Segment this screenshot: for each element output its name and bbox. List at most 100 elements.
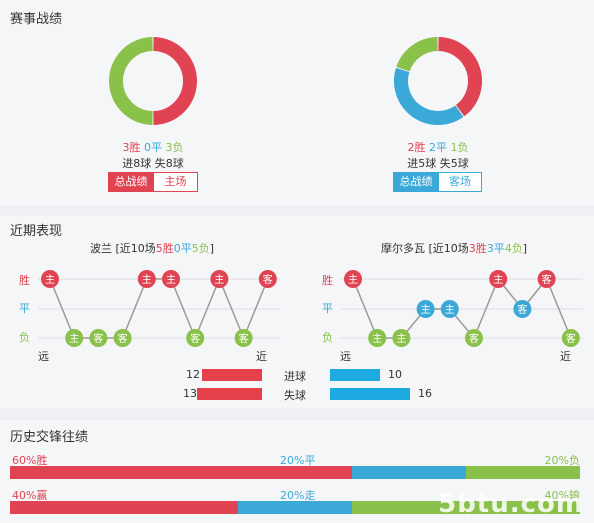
away-row-label-draw: 平 <box>322 302 333 315</box>
history-handicap-loss-pct: 40%输 <box>544 489 580 502</box>
away-match-venue: 客 <box>517 303 527 316</box>
history-handicap-push-segment <box>238 501 352 514</box>
home-match-venue: 客 <box>190 332 200 345</box>
home-venue-button[interactable]: 主场 <box>153 172 198 192</box>
home-form-line <box>49 277 269 340</box>
away-conceded-value: 16 <box>418 387 432 400</box>
home-match-venue: 客 <box>239 332 249 345</box>
home-recent-title: 波兰 [近10场5胜0平5负] <box>90 240 214 256</box>
away-match-point[interactable] <box>440 300 459 318</box>
away-total-record-button[interactable]: 总战绩 <box>393 172 439 192</box>
away-match-venue: 主 <box>396 333 406 345</box>
home-near-label: 近 <box>256 350 267 363</box>
home-match-point[interactable] <box>137 270 156 288</box>
away-near-label: 近 <box>560 350 571 363</box>
home-far-label: 远 <box>38 350 49 363</box>
away-match-venue: 主 <box>493 274 503 286</box>
away-conceded-bar <box>330 388 410 400</box>
home-row-label-win: 胜 <box>19 274 30 287</box>
home-goals-for: 进8球 <box>122 157 152 170</box>
home-team-name: 波兰 <box>90 242 112 255</box>
history-loss-pct: 20%负 <box>544 454 580 467</box>
home-recent-losses: 5负 <box>191 242 210 255</box>
home-conceded-value: 13 <box>183 387 197 400</box>
history-result-bar <box>10 466 580 479</box>
home-total-record-button[interactable]: 总战绩 <box>108 172 154 192</box>
away-match-point[interactable] <box>368 329 387 347</box>
home-match-point[interactable] <box>113 329 132 347</box>
away-scored-bar <box>330 369 380 381</box>
away-match-venue: 客 <box>542 273 552 286</box>
home-match-point[interactable] <box>65 329 84 347</box>
history-panel: 历史交锋往绩 60%胜 20%平 20%负 40%赢 20%走 40%输 <box>0 420 594 523</box>
home-draws: 0平 <box>144 141 162 154</box>
history-handicap-win-segment <box>10 501 238 514</box>
away-donut-win-slice <box>437 37 482 117</box>
home-match-venue: 主 <box>214 274 224 286</box>
home-match-venue: 主 <box>45 274 55 286</box>
home-match-point[interactable] <box>162 270 180 288</box>
home-recent-draws: 0平 <box>173 242 192 255</box>
home-match-point[interactable] <box>258 270 277 288</box>
away-match-point[interactable] <box>465 329 483 347</box>
away-draws: 2平 <box>429 141 447 154</box>
watermark: 5btu.com <box>438 489 584 519</box>
home-match-venue: 主 <box>142 274 152 286</box>
home-match-point[interactable] <box>41 270 59 288</box>
home-match-point[interactable] <box>89 329 108 347</box>
away-recent-wins: 3胜 <box>468 242 487 255</box>
home-record-line: 3胜 0平 3负 <box>103 139 203 155</box>
away-match-point[interactable] <box>344 270 362 288</box>
home-goals-line: 进8球 失8球 <box>103 155 203 171</box>
home-row-label-loss: 负 <box>19 331 30 344</box>
away-wins: 2胜 <box>407 141 426 154</box>
home-donut-loss-slice <box>109 37 154 125</box>
history-draw-pct: 20%平 <box>280 454 316 467</box>
away-recent-losses: 4负 <box>504 242 523 255</box>
away-venue-button[interactable]: 客场 <box>438 172 482 192</box>
recent-title: 近期表现 <box>10 224 63 239</box>
away-recent-title: 摩尔多瓦 [近10场3胜3平4负] <box>381 240 527 256</box>
history-win-pct: 60%胜 <box>12 454 48 467</box>
home-wins: 3胜 <box>122 141 141 154</box>
history-handicap-bar <box>10 501 580 514</box>
away-match-point[interactable] <box>537 270 556 288</box>
home-match-point[interactable] <box>186 329 205 347</box>
home-conceded-bar <box>197 388 262 400</box>
history-draw-segment <box>352 466 466 479</box>
away-donut <box>394 37 482 125</box>
history-title: 历史交锋往绩 <box>10 430 89 445</box>
away-donut-draw-slice <box>394 67 464 125</box>
home-match-venue: 主 <box>69 333 79 345</box>
history-loss-segment <box>466 466 580 479</box>
home-match-venue: 主 <box>166 274 176 286</box>
history-handicap-win-pct: 40%赢 <box>12 489 48 502</box>
conceded-label: 失球 <box>284 389 306 402</box>
away-form-line <box>352 277 572 340</box>
history-win-segment <box>10 466 352 479</box>
away-match-point[interactable] <box>561 329 580 347</box>
away-match-point[interactable] <box>489 270 508 288</box>
away-goals-against: 失5球 <box>439 157 469 170</box>
away-match-venue: 客 <box>469 332 479 345</box>
home-scored-value: 12 <box>186 368 200 381</box>
away-scored-value: 10 <box>388 368 402 381</box>
away-match-point[interactable] <box>513 300 532 318</box>
home-scored-bar <box>202 369 262 381</box>
away-goals-for: 进5球 <box>407 157 437 170</box>
home-recent-prefix: [近10场 <box>112 242 156 255</box>
home-match-point[interactable] <box>210 270 229 288</box>
home-donut <box>109 37 197 125</box>
record-panel: 赛事战绩 3胜 0平 3负 进8球 失8球 总战绩 主场 2胜 2平 1负 进5… <box>0 0 594 205</box>
record-title: 赛事战绩 <box>10 12 63 27</box>
away-match-point[interactable] <box>392 329 411 347</box>
home-recent-wins: 5胜 <box>155 242 174 255</box>
away-match-point[interactable] <box>416 300 435 318</box>
home-match-venue: 客 <box>118 332 128 345</box>
home-match-point[interactable] <box>234 329 253 347</box>
away-far-label: 远 <box>340 350 351 363</box>
home-match-venue: 客 <box>93 332 103 345</box>
away-match-venue: 主 <box>372 333 382 345</box>
recent-form-chart: 主主客客主 主客主客客 主主 主主 主客主客客客 <box>38 270 583 347</box>
away-row-label-win: 胜 <box>322 274 333 287</box>
